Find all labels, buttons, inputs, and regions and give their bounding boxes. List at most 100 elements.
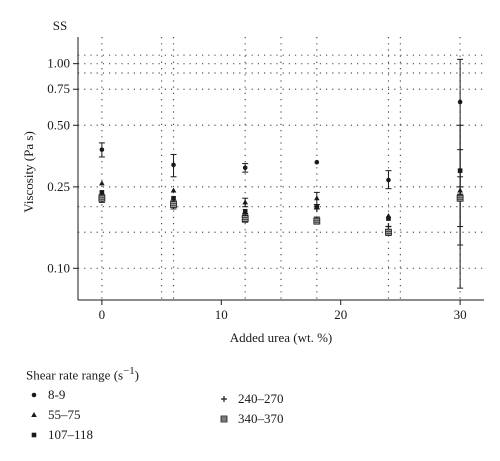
- legend-item: 55–75: [28, 407, 81, 423]
- marker-plus: [313, 205, 320, 212]
- marker-triangle: [31, 412, 37, 417]
- marker-circle: [314, 159, 320, 165]
- legend-title-text: Shear rate range (s: [26, 367, 124, 383]
- legend-marker-shape: [220, 415, 228, 423]
- marker-hatch-lines: [457, 196, 464, 200]
- data-point: [99, 147, 105, 152]
- data-point: [457, 168, 463, 173]
- marker-plus: [221, 396, 227, 402]
- legend-marker: [220, 415, 228, 423]
- corner-label: SS: [53, 18, 67, 33]
- marker-circle: [31, 392, 37, 398]
- legend-marker: [31, 412, 37, 417]
- x-tick-label: 30: [454, 307, 467, 322]
- legend-title-close: ): [134, 367, 139, 383]
- marker-circle: [457, 99, 463, 105]
- legend-label: 55–75: [48, 407, 81, 422]
- marker-hatch-lines: [242, 217, 249, 220]
- marker-square: [386, 216, 391, 221]
- data-point: [457, 99, 463, 105]
- marker-square: [99, 190, 105, 195]
- legend-item: 340–370: [218, 411, 284, 427]
- y-tick-label: 0.75: [47, 81, 70, 96]
- legend-item: 107–118: [28, 427, 93, 443]
- legend-item: 240–270: [218, 391, 284, 407]
- axes: [73, 37, 484, 305]
- y-tick-label: 1.00: [47, 56, 70, 71]
- y-axis-label: Viscosity (Pa s): [21, 131, 36, 213]
- grid-lines: [78, 37, 484, 300]
- marker-hatched-square: [98, 194, 106, 202]
- x-tick-label: 10: [215, 307, 228, 322]
- x-tick-labels: 0 10 20 30: [99, 307, 467, 322]
- data-point: [313, 217, 321, 225]
- legend-marker: [31, 392, 37, 398]
- x-tick-label: 20: [334, 307, 347, 322]
- data-point: [171, 195, 176, 201]
- marker-hatch-lines: [385, 230, 392, 234]
- data-point: [170, 201, 177, 208]
- legend-title: Shear rate range (s−1): [26, 365, 139, 383]
- data-point: [386, 216, 391, 221]
- marker-circle: [99, 147, 105, 152]
- data-point: [456, 194, 464, 202]
- marker-hatched-square: [456, 194, 464, 202]
- marker-circle: [242, 165, 248, 171]
- data-points: [98, 99, 464, 236]
- marker-hatched-square: [385, 228, 392, 236]
- marker-hatched-square: [241, 215, 249, 222]
- marker-circle: [386, 177, 391, 183]
- data-point: [314, 195, 320, 201]
- data-point: [170, 187, 177, 193]
- marker-hatched-square: [313, 217, 321, 225]
- y-tick-labels: 0.10 0.25 0.50 0.75 1.00: [47, 56, 70, 276]
- marker-square: [171, 195, 176, 201]
- legend-label: 107–118: [48, 427, 94, 442]
- legend-marker-shape: [221, 396, 227, 402]
- data-point: [241, 215, 249, 222]
- marker-triangle: [314, 195, 320, 201]
- y-tick-label: 0.10: [47, 260, 70, 275]
- marker-hatch-lines: [170, 203, 177, 206]
- legend-label: 240–270: [238, 391, 284, 406]
- data-point: [385, 223, 392, 230]
- x-axis-label: Added urea (wt. %): [230, 330, 333, 345]
- marker-hatched-square: [170, 201, 177, 208]
- data-point: [99, 190, 105, 195]
- legend-marker-shape: [31, 412, 37, 417]
- data-point: [457, 187, 463, 193]
- data-point: [98, 194, 106, 202]
- legend-label: 8-9: [48, 387, 66, 402]
- legend-marker: [221, 396, 227, 402]
- marker-circle: [171, 162, 176, 168]
- legend-label: 340–370: [238, 411, 284, 426]
- y-tick-label: 0.50: [47, 117, 70, 132]
- marker-hatch-lines: [221, 417, 227, 421]
- marker-hatch-lines: [98, 196, 105, 200]
- error-bar: [457, 176, 464, 228]
- legend: Shear rate range (s−1) 8-9 55–75 107–118 24…: [20, 365, 490, 455]
- marker-triangle: [170, 187, 177, 193]
- x-tick-label: 0: [99, 307, 106, 322]
- marker-triangle: [457, 187, 463, 193]
- data-point: [171, 162, 176, 168]
- legend-title-exponent: −1: [123, 365, 135, 377]
- marker-hatch-lines: [313, 219, 320, 223]
- data-point: [386, 177, 391, 183]
- marker-triangle: [242, 199, 248, 205]
- data-point: [314, 159, 320, 165]
- marker-square: [457, 168, 463, 173]
- legend-marker: [31, 432, 37, 438]
- legend-item: 8-9: [28, 387, 65, 403]
- data-point: [313, 205, 320, 212]
- marker-square: [31, 432, 37, 438]
- data-point: [99, 180, 105, 186]
- y-tick-label: 0.25: [47, 179, 70, 194]
- data-point: [385, 228, 392, 236]
- marker-triangle: [99, 180, 105, 186]
- legend-marker-shape: [31, 392, 37, 398]
- data-point: [242, 165, 248, 171]
- marker-plus: [385, 223, 392, 230]
- data-point: [242, 199, 248, 205]
